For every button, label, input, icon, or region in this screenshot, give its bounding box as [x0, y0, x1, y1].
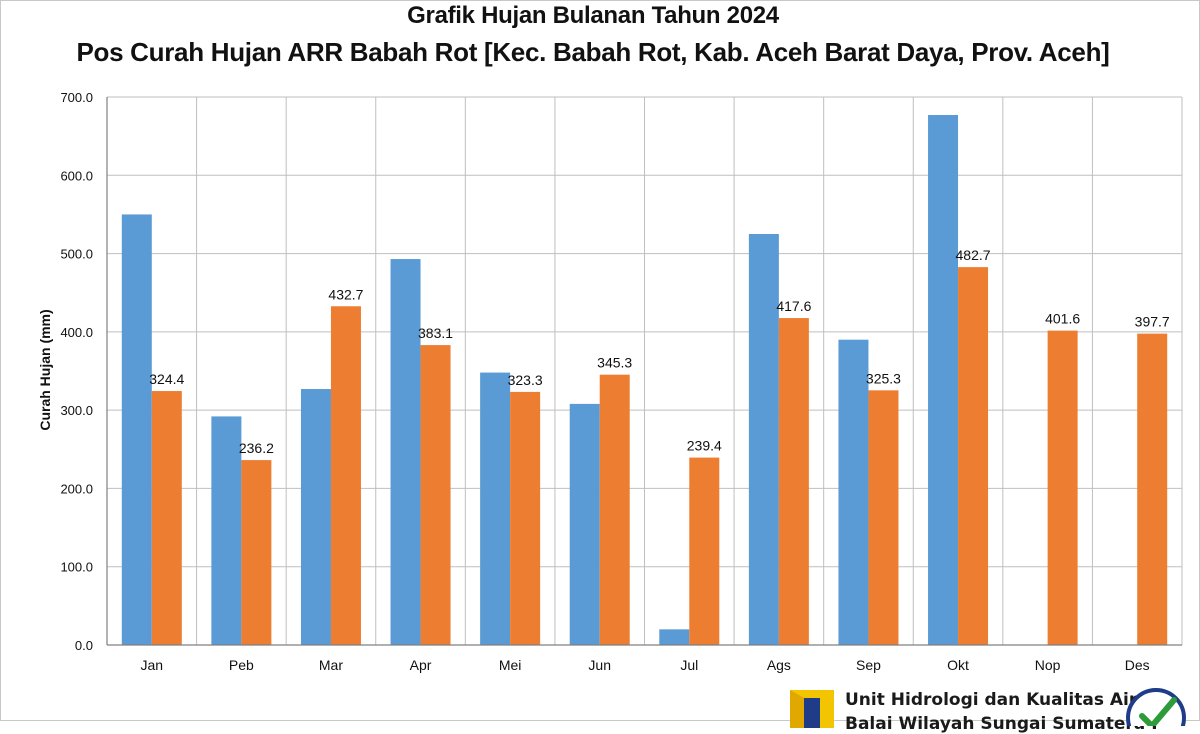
bar-series1-ags [748, 234, 779, 645]
x-tick-label: Jan [141, 657, 164, 673]
data-label: 401.6 [1045, 311, 1080, 327]
bar-series2-jan [151, 391, 182, 645]
bar-series2-mar [330, 306, 361, 645]
data-label: 325.3 [866, 370, 901, 386]
y-tick-label: 600.0 [60, 168, 93, 183]
pu-logo-icon [790, 690, 834, 728]
data-label: 345.3 [597, 355, 632, 371]
bar-series2-jun [599, 374, 630, 645]
bar-series2-peb [241, 460, 272, 645]
bar-series1-mar [300, 389, 331, 645]
data-label: 417.6 [776, 298, 811, 314]
y-tick-label: 200.0 [60, 481, 93, 496]
data-label: 324.4 [149, 371, 184, 387]
bar-series1-apr [390, 259, 421, 645]
y-tick-label: 0.0 [75, 638, 93, 653]
bar-series1-jan [121, 214, 152, 645]
x-tick-label: Jul [680, 657, 698, 673]
footer-unit-name: Unit Hidrologi dan Kualitas Air [845, 690, 1138, 710]
x-tick-label: Nop [1035, 657, 1061, 673]
data-label: 397.7 [1135, 314, 1170, 330]
footer-office-name: Balai Wilayah Sungai Sumatera I [845, 714, 1158, 734]
x-tick-label: Ags [767, 657, 791, 673]
x-tick-label: Des [1125, 657, 1150, 673]
bar-series1-peb [211, 416, 242, 645]
chart-title: Grafik Hujan Bulanan Tahun 2024 [407, 2, 779, 29]
x-tick-label: Mar [319, 657, 343, 673]
bar-series1-okt [928, 115, 959, 645]
y-tick-label: 400.0 [60, 325, 93, 340]
y-axis-label: Curah Hujan (mm) [37, 309, 53, 430]
data-label: 323.3 [508, 372, 543, 388]
gridlines [106, 96, 1183, 646]
bars [121, 115, 1168, 645]
y-tick-label: 100.0 [60, 560, 93, 575]
chart-subtitle: Pos Curah Hujan ARR Babah Rot [Kec. Baba… [76, 37, 1110, 67]
bar-series2-des [1137, 333, 1168, 645]
data-label: 239.4 [687, 438, 722, 454]
bar-series2-nop [1047, 330, 1078, 645]
data-label: 236.2 [239, 440, 274, 456]
y-tick-label: 700.0 [60, 90, 93, 105]
bar-series1-jun [569, 403, 600, 645]
bar-series2-apr [420, 345, 451, 645]
axes: 0.0 100.0 200.0 300.0 400.0 500.0 600.0 700.0 Ja… [60, 90, 1182, 673]
x-tick-label: Peb [229, 657, 254, 673]
data-label: 482.7 [956, 247, 991, 263]
data-label: 383.1 [418, 325, 453, 341]
x-tick-label: Apr [410, 657, 432, 673]
x-tick-label: Sep [856, 657, 881, 673]
x-tick-label: Okt [947, 657, 969, 673]
data-label: 432.7 [328, 286, 363, 302]
bar-series1-sep [838, 339, 869, 645]
y-tick-label: 500.0 [60, 247, 93, 262]
bar-series2-mei [510, 391, 541, 645]
bar-series1-jul [659, 629, 690, 645]
bar-series2-sep [868, 390, 899, 645]
data-labels: 324.4 236.2 432.7 383.1 323.3 345.3 239.4 417.6… [149, 247, 1170, 456]
bar-series2-jul [689, 457, 720, 645]
bar-series2-ags [778, 318, 809, 645]
iso-badge-icon [1126, 688, 1186, 726]
x-tick-label: Mei [499, 657, 522, 673]
y-tick-label: 300.0 [60, 403, 93, 418]
bar-series1-mei [480, 372, 511, 645]
x-tick-label: Jun [588, 657, 611, 673]
bar-series2-okt [958, 267, 989, 645]
